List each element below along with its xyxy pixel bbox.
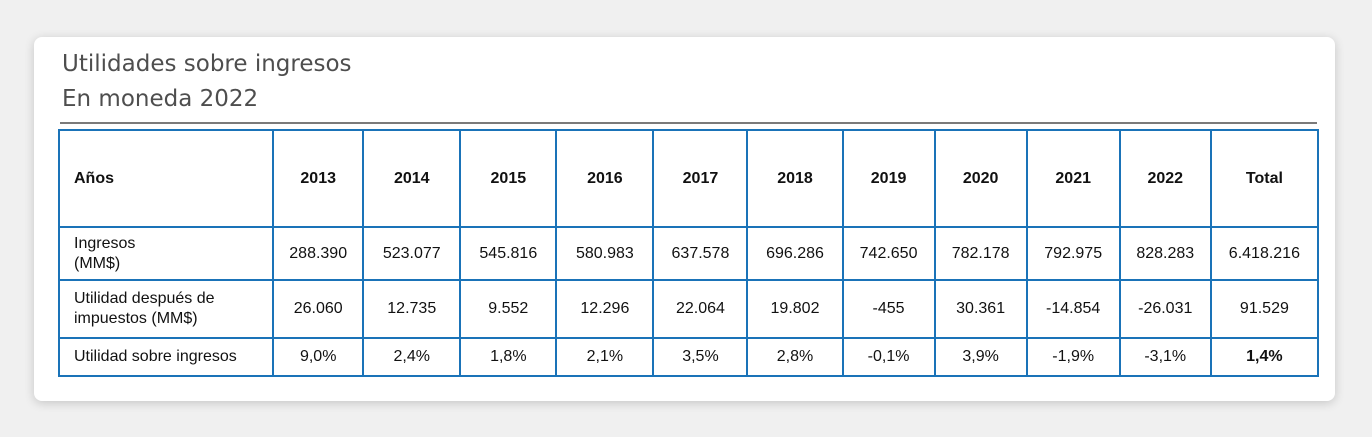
header-cell-anos: Años (57, 129, 275, 228)
header-cell-2021: 2021 (1025, 129, 1121, 228)
table-cell: 2,8% (746, 337, 844, 377)
table-cell: 580.983 (555, 226, 655, 281)
table-cell: -14.854 (1025, 279, 1121, 339)
table-cell: 782.178 (933, 226, 1028, 281)
title-divider (60, 122, 1317, 124)
table-card: Utilidades sobre ingresos En moneda 2022… (34, 37, 1335, 401)
header-cell-2015: 2015 (459, 129, 558, 228)
table-cell: 9,0% (272, 337, 365, 377)
table-cell-total: 6.418.216 (1209, 226, 1320, 281)
table-cell: -0,1% (841, 337, 936, 377)
table-cell: -455 (841, 279, 936, 339)
table-cell: -1,9% (1025, 337, 1121, 377)
table-cell: 3,9% (933, 337, 1028, 377)
table-cell: 12.296 (555, 279, 655, 339)
table-cell: 1,8% (459, 337, 558, 377)
table-cell: 12.735 (362, 279, 462, 339)
header-cell-2016: 2016 (555, 129, 655, 228)
header-cell-2018: 2018 (746, 129, 844, 228)
table-cell: 26.060 (272, 279, 365, 339)
header-cell-2013: 2013 (272, 129, 365, 228)
table-cell-total: 91.529 (1209, 279, 1320, 339)
table-cell: 637.578 (652, 226, 749, 281)
table-row-margen: Utilidad sobre ingresos 9,0% 2,4% 1,8% 2… (57, 337, 1320, 377)
table-cell: 742.650 (841, 226, 936, 281)
table-cell: 30.361 (933, 279, 1028, 339)
row-label-ingresos-text: Ingresos (MM$) (74, 234, 136, 272)
table-cell: 545.816 (459, 226, 558, 281)
table-cell: 9.552 (459, 279, 558, 339)
row-label-utilidad: Utilidad después de impuestos (MM$) (57, 279, 275, 339)
table-cell: 22.064 (652, 279, 749, 339)
table-cell-total: 1,4% (1209, 337, 1320, 377)
table-cell: -26.031 (1118, 279, 1212, 339)
table-cell: -3,1% (1118, 337, 1212, 377)
header-cell-2020: 2020 (933, 129, 1028, 228)
header-cell-2017: 2017 (652, 129, 749, 228)
header-cell-total: Total (1209, 129, 1320, 228)
table-cell: 696.286 (746, 226, 844, 281)
table-row-ingresos: Ingresos (MM$) 288.390 523.077 545.816 5… (57, 226, 1320, 281)
table-cell: 523.077 (362, 226, 462, 281)
table-cell: 288.390 (272, 226, 365, 281)
table-cell: 3,5% (652, 337, 749, 377)
title-line-2: En moneda 2022 (62, 86, 259, 112)
header-cell-2022: 2022 (1118, 129, 1212, 228)
table-cell: 19.802 (746, 279, 844, 339)
row-label-margen: Utilidad sobre ingresos (57, 337, 275, 377)
table-cell: 2,1% (555, 337, 655, 377)
table-cell: 828.283 (1118, 226, 1212, 281)
row-label-ingresos: Ingresos (MM$) (57, 226, 275, 281)
header-cell-2019: 2019 (841, 129, 936, 228)
title-line-1: Utilidades sobre ingresos (62, 51, 352, 77)
header-cell-2014: 2014 (362, 129, 462, 228)
table-cell: 792.975 (1025, 226, 1121, 281)
table-title: Utilidades sobre ingresos En moneda 2022 (62, 47, 352, 117)
table-row-utilidad: Utilidad después de impuestos (MM$) 26.0… (57, 279, 1320, 339)
header-row: Años 2013 2014 2015 2016 2017 2018 2019 … (57, 129, 1320, 228)
table-cell: 2,4% (362, 337, 462, 377)
profit-table: Años 2013 2014 2015 2016 2017 2018 2019 … (57, 129, 1320, 377)
